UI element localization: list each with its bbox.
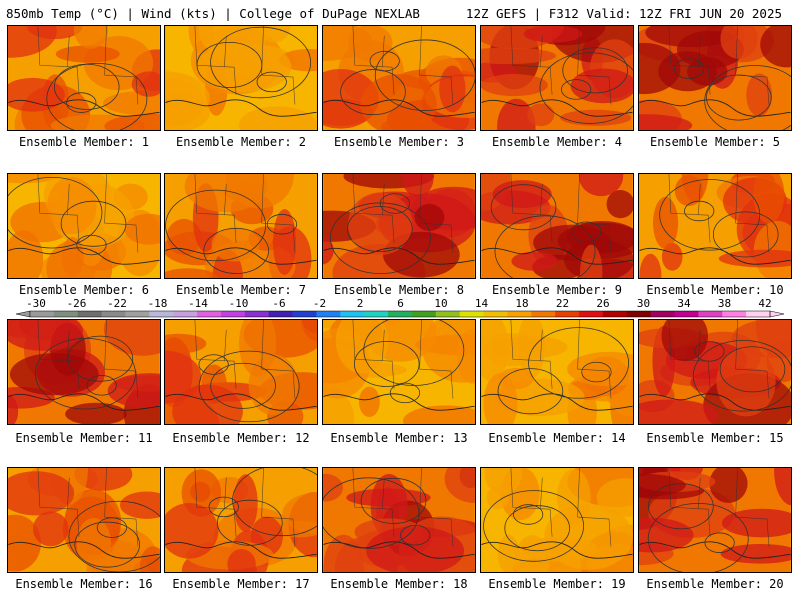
colorbar-tick-label: 26 xyxy=(596,297,609,310)
ensemble-member-map xyxy=(322,319,476,425)
colorbar-swatch xyxy=(435,311,461,317)
colorbar-tick-label: 14 xyxy=(475,297,489,310)
colorbar-swatch xyxy=(149,311,174,317)
ensemble-member-map xyxy=(322,467,476,573)
ensemble-member-label: Ensemble Member: 12 xyxy=(172,431,310,445)
ensemble-member-label: Ensemble Member: 9 xyxy=(491,283,623,297)
colorbar-swatch xyxy=(746,311,771,317)
colorbar-swatch xyxy=(531,311,556,317)
colorbar-left-arrow xyxy=(15,310,31,318)
colorbar-tick-label: 30 xyxy=(637,297,650,310)
colorbar-tick-label: 6 xyxy=(397,297,404,310)
ensemble-member-label: Ensemble Member: 6 xyxy=(18,283,150,297)
colorbar-tick-label: -18 xyxy=(148,297,168,310)
colorbar-right-arrow xyxy=(769,310,785,318)
ensemble-member-map xyxy=(322,173,476,279)
colorbar-tick-label: -14 xyxy=(188,297,208,310)
ensemble-member-label: Ensemble Member: 18 xyxy=(330,577,468,591)
ensemble-member-label: Ensemble Member: 17 xyxy=(172,577,310,591)
ensemble-member-label: Ensemble Member: 7 xyxy=(175,283,307,297)
colorbar-tick-label: 2 xyxy=(357,297,364,310)
colorbar-swatch xyxy=(507,311,532,317)
header-left-title: 850mb Temp (°C) | Wind (kts) | College o… xyxy=(6,6,420,21)
colorbar-swatch xyxy=(459,311,484,317)
ensemble-member-label: Ensemble Member: 10 xyxy=(646,283,784,297)
colorbar-tick-label: -10 xyxy=(229,297,249,310)
ensemble-member-map xyxy=(638,467,792,573)
colorbar-swatch xyxy=(555,311,580,317)
colorbar-swatch xyxy=(173,311,198,317)
colorbar-tick-label: 18 xyxy=(515,297,528,310)
ensemble-member-label: Ensemble Member: 15 xyxy=(646,431,784,445)
colorbar-tick-label: 34 xyxy=(677,297,691,310)
ensemble-member-label: Ensemble Member: 5 xyxy=(649,135,781,149)
ensemble-member-map xyxy=(164,467,318,573)
colorbar-swatch xyxy=(268,311,293,317)
colorbar-swatch xyxy=(411,311,437,317)
ensemble-member-map xyxy=(638,25,792,131)
colorbar-tick-label: 10 xyxy=(434,297,447,310)
ensemble-member-map xyxy=(164,173,318,279)
colorbar-swatch xyxy=(626,311,652,317)
colorbar-swatch xyxy=(292,311,317,317)
ensemble-member-map xyxy=(480,25,634,131)
colorbar-swatch xyxy=(722,311,747,317)
ensemble-member-label: Ensemble Member: 13 xyxy=(330,431,468,445)
ensemble-member-label: Ensemble Member: 2 xyxy=(175,135,307,149)
ensemble-member-map xyxy=(638,319,792,425)
ensemble-member-label: Ensemble Member: 14 xyxy=(488,431,626,445)
ensemble-member-map xyxy=(7,319,161,425)
colorbar-swatch xyxy=(220,311,246,317)
ensemble-member-label: Ensemble Member: 19 xyxy=(488,577,626,591)
ensemble-member-map xyxy=(7,25,161,131)
colorbar-tick-label: 22 xyxy=(556,297,569,310)
ensemble-member-label: Ensemble Member: 16 xyxy=(15,577,153,591)
colorbar-swatch xyxy=(674,311,699,317)
ensemble-member-map xyxy=(480,319,634,425)
colorbar-tick-label: -30 xyxy=(26,297,46,310)
ensemble-member-map xyxy=(7,173,161,279)
ensemble-member-map xyxy=(7,467,161,573)
temperature-colorbar: -30 -26 -22 -18 -14 -10 -6 -2 2 6 10 14 18 22 26 30 34 38… xyxy=(15,297,785,318)
colorbar-tick-label: -6 xyxy=(272,297,285,310)
colorbar-swatch xyxy=(698,311,723,317)
colorbar-swatch xyxy=(101,311,126,317)
ensemble-member-label: Ensemble Member: 1 xyxy=(18,135,150,149)
colorbar-swatch xyxy=(77,311,103,317)
ensemble-member-label: Ensemble Member: 20 xyxy=(646,577,784,591)
colorbar-swatch xyxy=(30,311,55,317)
colorbar-tick-label: 38 xyxy=(718,297,731,310)
colorbar-swatch xyxy=(483,311,508,317)
colorbar-tick-label: 42 xyxy=(758,297,771,310)
colorbar-swatch xyxy=(316,311,341,317)
colorbar-tick-label: -26 xyxy=(67,297,87,310)
ensemble-member-map xyxy=(164,319,318,425)
ensemble-member-map xyxy=(322,25,476,131)
colorbar-swatch xyxy=(197,311,222,317)
colorbar-swatch xyxy=(579,311,604,317)
ensemble-member-label: Ensemble Member: 8 xyxy=(333,283,465,297)
colorbar-tick-label: -22 xyxy=(107,297,127,310)
ensemble-member-label: Ensemble Member: 11 xyxy=(15,431,153,445)
ensemble-member-label: Ensemble Member: 4 xyxy=(491,135,623,149)
colorbar-swatch xyxy=(602,311,628,317)
colorbar-swatch xyxy=(125,311,150,317)
ensemble-member-map xyxy=(480,467,634,573)
colorbar-swatch xyxy=(650,311,675,317)
ensemble-member-map xyxy=(164,25,318,131)
colorbar-tick-label: -2 xyxy=(313,297,326,310)
colorbar-swatch xyxy=(364,311,389,317)
ensemble-member-label: Ensemble Member: 3 xyxy=(333,135,465,149)
colorbar-swatch xyxy=(388,311,413,317)
ensemble-member-map xyxy=(638,173,792,279)
header-right-title: 12Z GEFS | F312 Valid: 12Z FRI JUN 20 20… xyxy=(465,6,782,21)
colorbar-swatch xyxy=(244,311,270,317)
ensemble-member-map xyxy=(480,173,634,279)
colorbar-swatch xyxy=(340,311,365,317)
colorbar-swatch xyxy=(53,311,79,317)
